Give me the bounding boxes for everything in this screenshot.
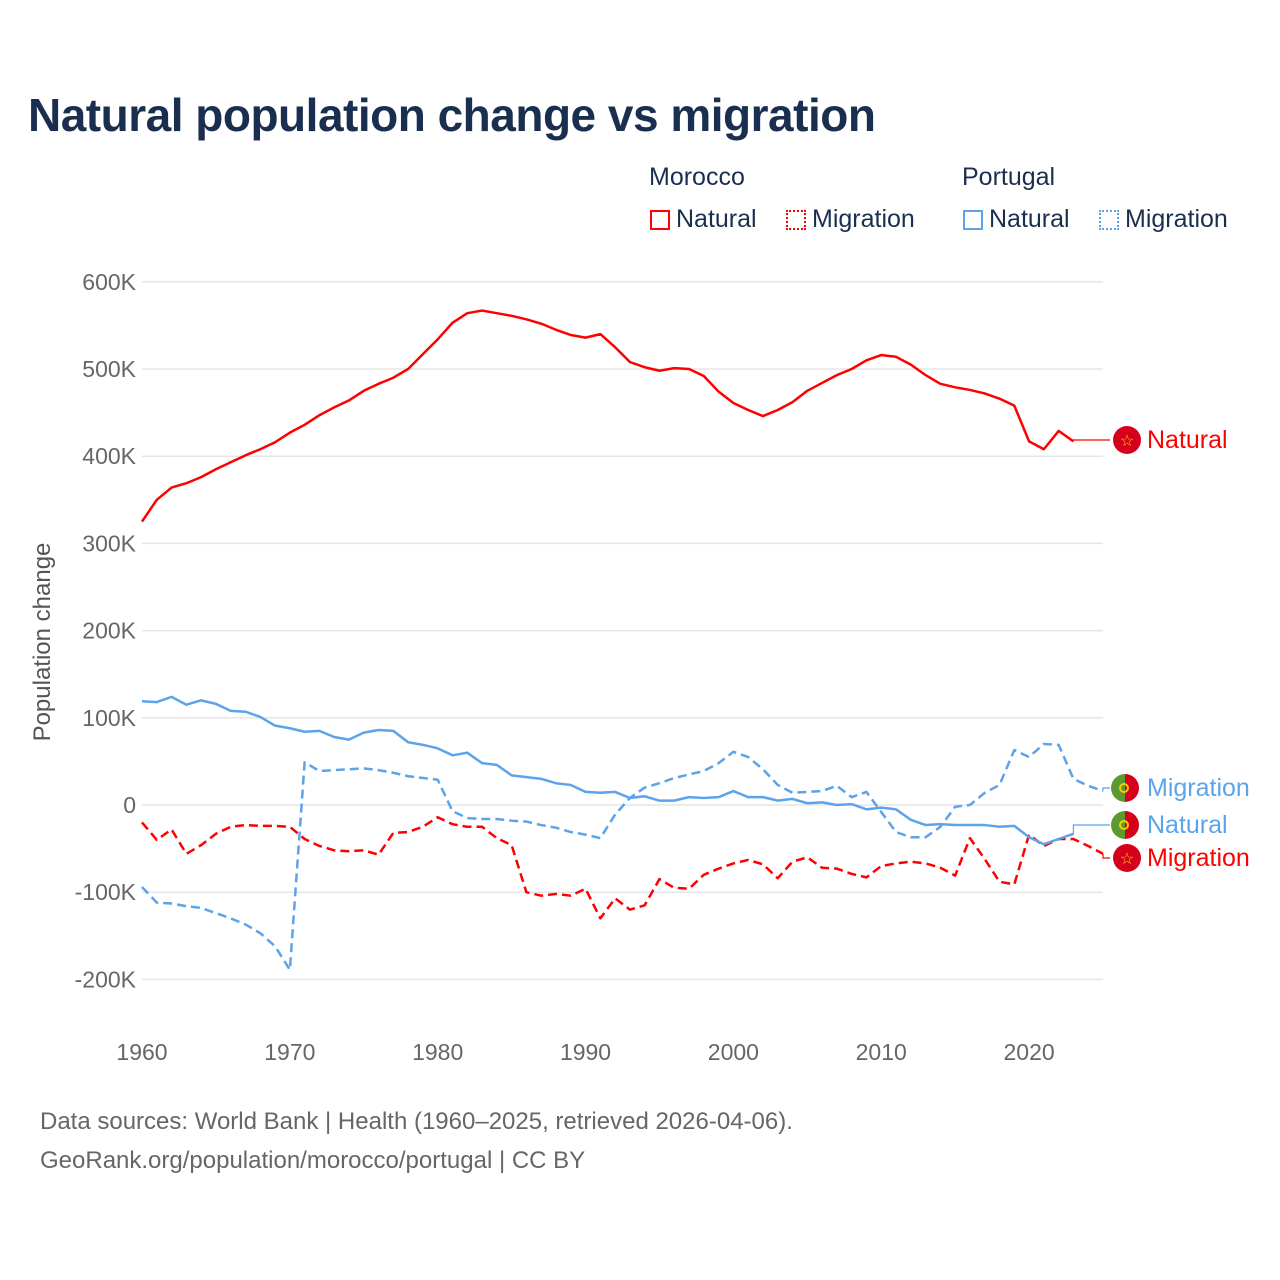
star-icon: ☆ (1120, 433, 1134, 450)
legend-swatch-solid (963, 209, 983, 230)
portugal-flag-green (1111, 774, 1125, 802)
x-tick-label: 2000 (708, 1039, 759, 1065)
chart-title: Natural population change vs migration (28, 89, 876, 141)
legend-label: Migration (1125, 205, 1228, 233)
x-tick-label: 1980 (412, 1039, 463, 1065)
label-connector (1072, 439, 1110, 442)
legend-label: Natural (676, 205, 757, 233)
y-axis-label: Population change (29, 543, 56, 742)
star-icon: ☆ (1120, 851, 1134, 868)
series-end-label: Natural (1147, 811, 1228, 839)
series-end-label: Migration (1147, 844, 1250, 872)
y-tick-label: -200K (75, 966, 137, 992)
y-tick-label: -100K (75, 879, 137, 905)
legend-label: Natural (989, 205, 1070, 233)
label-connector (1072, 824, 1110, 834)
footer-link[interactable]: GeoRank.org/population/morocco/portugal … (40, 1147, 586, 1174)
footer-sources: Data sources: World Bank | Health (1960–… (40, 1108, 793, 1135)
label-connector (1102, 853, 1110, 859)
legend-portugal-migration[interactable]: Migration (1099, 205, 1228, 234)
morocco-flag-icon (1113, 844, 1141, 872)
y-tick-label: 500K (82, 356, 136, 382)
portugal-emblem-icon (1119, 783, 1129, 793)
series-line-morocco-migration (141, 815, 1104, 920)
series-end-label: Natural (1147, 426, 1228, 454)
y-tick-label: 600K (82, 269, 136, 295)
y-tick-label: 300K (82, 530, 136, 556)
x-tick-label: 2020 (1003, 1039, 1054, 1065)
y-tick-label: 100K (82, 705, 136, 731)
legend-portugal-natural[interactable]: Natural (963, 205, 1070, 234)
legend-morocco-migration[interactable]: Migration (786, 205, 915, 234)
y-tick-label: 400K (82, 443, 136, 469)
portugal-flag-icon (1125, 774, 1139, 802)
legend-group-morocco: Morocco (649, 163, 745, 191)
x-tick-label: 1970 (264, 1039, 315, 1065)
series-line-portugal-natural (141, 695, 1074, 846)
x-tick-label: 1990 (560, 1039, 611, 1065)
portugal-flag-icon (1125, 811, 1139, 839)
y-tick-label: 200K (82, 618, 136, 644)
morocco-flag-icon (1113, 426, 1141, 454)
portugal-emblem-icon (1119, 820, 1129, 830)
series-line-portugal-migration (141, 742, 1104, 972)
label-connector (1102, 787, 1110, 792)
legend-swatch-dotted (786, 209, 806, 230)
series-end-label: Migration (1147, 774, 1250, 802)
legend-group-portugal: Portugal (962, 163, 1056, 191)
x-tick-label: 1960 (116, 1039, 167, 1065)
y-tick-label: 0 (123, 792, 136, 818)
x-tick-label: 2010 (856, 1039, 907, 1065)
series-line-morocco-natural (140, 309, 1075, 523)
legend-swatch-solid (650, 209, 670, 230)
legend-label: Migration (812, 205, 915, 233)
portugal-flag-green (1111, 811, 1125, 839)
legend-morocco-natural[interactable]: Natural (650, 205, 757, 234)
legend-swatch-dotted (1099, 209, 1119, 230)
